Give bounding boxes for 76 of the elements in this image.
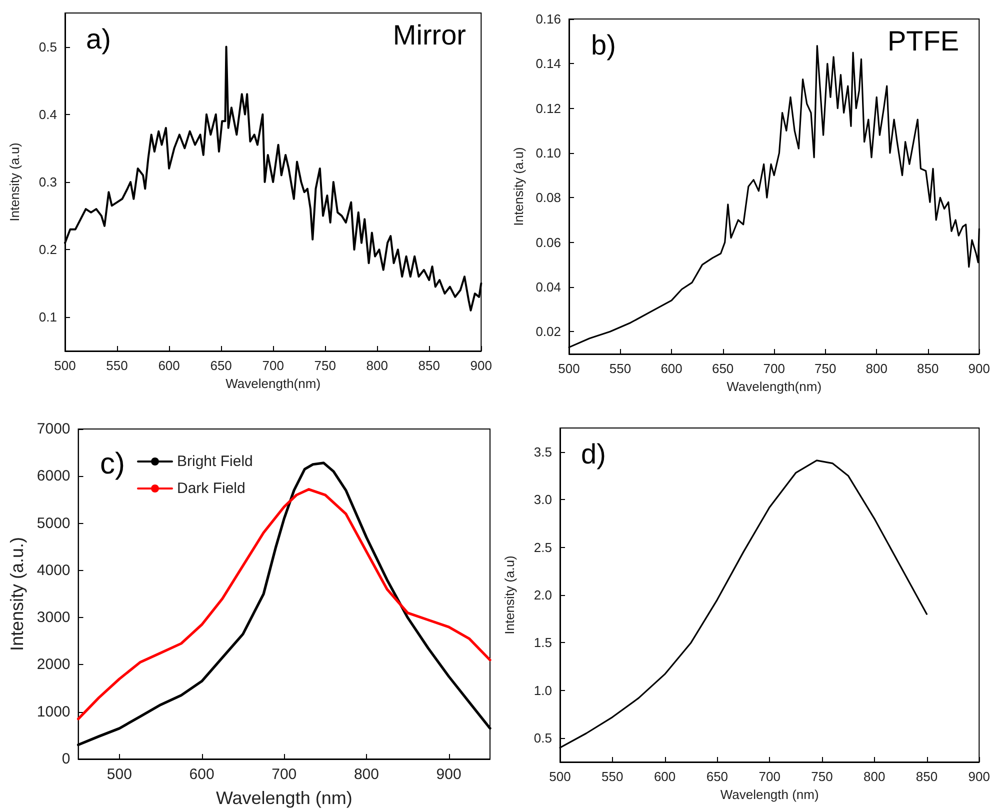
x-tick-label: 500 (106, 766, 132, 783)
x-tick-label: 700 (262, 358, 284, 373)
y-tick-label: 6000 (36, 468, 70, 485)
x-tick-label: 800 (866, 361, 888, 376)
y-tick-label: 1000 (36, 703, 70, 720)
x-tick-label: 600 (158, 358, 180, 373)
x-axis-title: Wavelength (nm) (216, 788, 352, 808)
x-tick-label: 850 (917, 361, 939, 376)
y-tick-label: 3.5 (534, 444, 552, 460)
y-tick-label: 3000 (36, 609, 70, 626)
y-tick-label: 0.10 (536, 146, 561, 160)
y-tick-label: 0.16 (536, 12, 561, 26)
x-tick-label: 700 (763, 361, 785, 376)
legend-label: Dark Field (177, 480, 246, 497)
x-tick-label: 800 (354, 766, 379, 783)
y-tick-label: 2.0 (534, 588, 552, 602)
y-tick-label: 0.2 (38, 242, 57, 258)
y-tick-label: 1.5 (534, 635, 552, 650)
y-tick-label: 0.14 (536, 56, 561, 72)
y-tick-label: 0.5 (38, 39, 57, 54)
x-tick-label: 650 (706, 769, 728, 784)
y-tick-label: 0.12 (536, 100, 561, 116)
x-tick-label: 650 (210, 358, 232, 373)
x-tick-label: 500 (549, 769, 571, 784)
x-tick-label: 600 (660, 361, 682, 376)
y-tick-label: 7000 (36, 420, 70, 438)
y-tick-label: 4000 (36, 562, 70, 579)
y-tick-label: 5000 (36, 514, 70, 532)
y-tick-label: 0.08 (536, 190, 561, 206)
x-tick-label: 550 (602, 769, 624, 784)
y-axis-title: Intensity (a.u) (510, 147, 526, 226)
x-tick-label: 900 (968, 361, 990, 376)
y-tick-label: 0.04 (536, 280, 561, 294)
y-axis-title: Intensity (a.u.) (7, 536, 27, 652)
annotation: Mirror (392, 20, 466, 50)
legend-label: Bright Field (177, 453, 253, 470)
y-axis-title: Intensity (a.u) (502, 556, 517, 634)
y-tick-label: 2000 (36, 656, 70, 674)
x-tick-label: 750 (811, 769, 833, 784)
y-axis-title: Intensity (a.u) (7, 142, 22, 222)
x-tick-label: 750 (314, 358, 336, 373)
annotation: a) (86, 24, 111, 54)
x-tick-label: 900 (470, 358, 492, 373)
x-tick-label: 500 (54, 358, 76, 373)
x-tick-label: 700 (758, 769, 780, 784)
x-axis-title: Wavelength(nm) (726, 379, 822, 394)
x-tick-label: 900 (436, 766, 462, 783)
x-tick-label: 650 (712, 361, 734, 376)
annotation: c) (100, 448, 125, 480)
x-tick-label: 800 (864, 769, 886, 784)
annotation: b) (591, 30, 616, 60)
x-axis-title: Wavelength (nm) (720, 787, 819, 802)
x-tick-label: 850 (916, 769, 938, 784)
y-tick-label: 0.3 (38, 174, 57, 190)
y-tick-label: 0.5 (534, 730, 552, 746)
x-tick-label: 500 (558, 361, 580, 376)
x-tick-label: 800 (366, 358, 388, 373)
x-tick-label: 600 (189, 766, 214, 783)
x-axis-title: Wavelength(nm) (226, 376, 321, 391)
y-tick-label: 1.0 (534, 682, 552, 698)
y-tick-label: 2.5 (534, 540, 552, 555)
x-tick-label: 900 (968, 769, 990, 784)
y-tick-label: 3.0 (534, 492, 552, 508)
x-tick-label: 850 (418, 358, 440, 373)
x-tick-label: 550 (106, 358, 128, 373)
x-tick-label: 750 (814, 361, 836, 376)
y-tick-label: 0.1 (38, 310, 57, 325)
y-tick-label: 0 (62, 750, 70, 768)
x-tick-label: 600 (654, 769, 676, 784)
x-tick-label: 700 (272, 766, 297, 783)
annotation: d) (581, 438, 606, 470)
y-tick-label: 0.4 (38, 106, 57, 122)
y-tick-label: 0.06 (536, 234, 561, 250)
x-tick-label: 550 (609, 361, 632, 376)
y-tick-label: 0.02 (536, 324, 561, 340)
annotation: PTFE (887, 26, 960, 56)
